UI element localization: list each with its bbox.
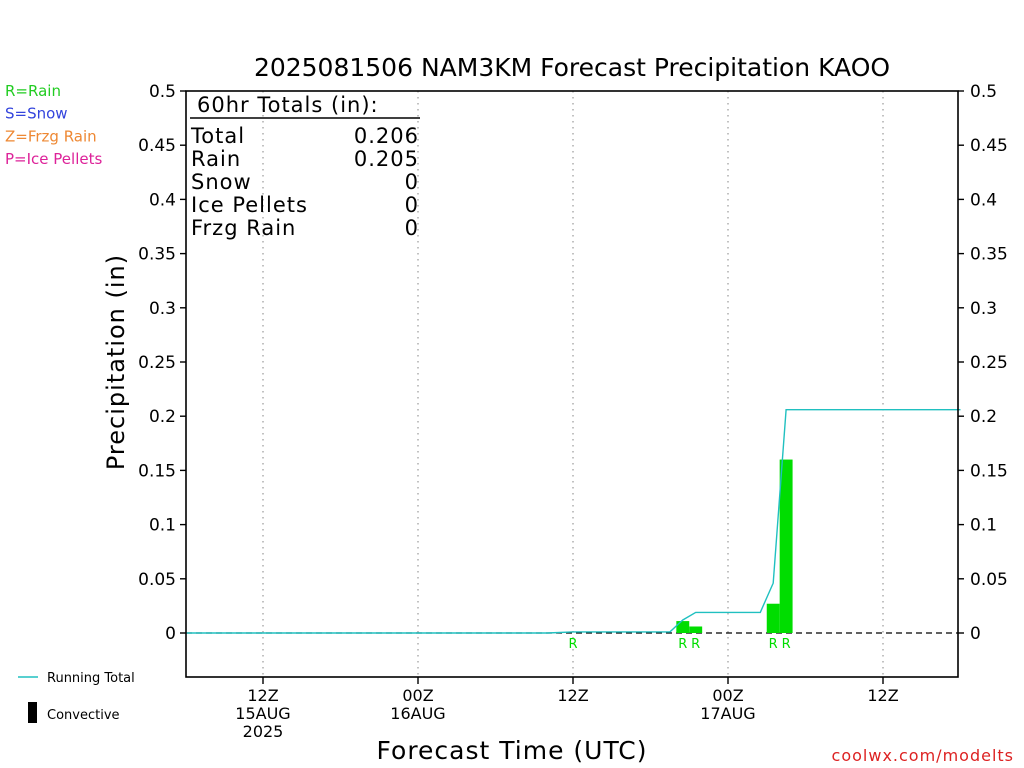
y-tick-label-right: 0.35 — [970, 245, 1008, 265]
y-tick-label-right: 0.5 — [970, 82, 997, 102]
totals-row-value: 0.206 — [354, 124, 419, 148]
y-axis-label: Precipitation (in) — [102, 254, 130, 470]
totals-box: 60hr Totals (in): Total 0.206 Rain 0.205 Snow… — [190, 93, 420, 240]
rain-bars — [676, 459, 793, 633]
precip-type-label: R — [568, 637, 577, 652]
totals-row-label: Total — [190, 124, 245, 148]
y-tick-label-right: 0.45 — [970, 136, 1008, 156]
y-tick-label-left: 0.4 — [149, 190, 176, 210]
x-tick-label: 16AUG — [390, 704, 445, 723]
rain-bar — [779, 459, 793, 633]
totals-row-value: 0 — [405, 193, 419, 217]
x-axis-label: Forecast Time (UTC) — [377, 736, 648, 765]
y-tick-label-left: 0.2 — [149, 407, 176, 427]
y-tick-label-left: 0.5 — [149, 82, 176, 102]
rain-bar — [766, 603, 780, 633]
y-tick-label-left: 0.45 — [138, 136, 176, 156]
totals-row-label: Snow — [191, 170, 252, 194]
x-tick-label: 00Z — [402, 686, 433, 705]
y-tick-label-left: 0.3 — [149, 299, 176, 319]
x-tick-label: 12Z — [557, 686, 588, 705]
precip-type-legend: R=Rain S=Snow Z=Frzg Rain P=Ice Pellets — [5, 82, 102, 168]
y-tick-label-right: 0.3 — [970, 299, 997, 319]
totals-row-label: Rain — [191, 147, 241, 171]
y-tick-label-right: 0 — [970, 624, 981, 644]
type-legend-entry: R=Rain — [5, 82, 61, 100]
running-total-line — [185, 409, 961, 634]
plot-frame — [185, 90, 959, 678]
totals-row-value: 0 — [405, 216, 419, 240]
bottom-legend: Running Total Convective — [18, 671, 135, 723]
running-total-series — [185, 409, 961, 634]
type-legend-entry: S=Snow — [5, 105, 68, 123]
y-tick-label-right: 0.25 — [970, 353, 1008, 373]
y-tick-label-right: 0.1 — [970, 516, 997, 536]
x-tick-label: 12Z — [247, 686, 278, 705]
y-tick-label-left: 0.05 — [138, 570, 176, 590]
y-tick-label-right: 0.05 — [970, 570, 1008, 590]
x-tick-label: 17AUG — [700, 704, 755, 723]
totals-row-label: Frzg Rain — [191, 216, 296, 240]
y-tick-label-left: 0 — [165, 624, 176, 644]
x-tick-label: 15AUG — [235, 704, 290, 723]
precip-type-label: R — [691, 637, 700, 652]
y-tick-label-left: 0.25 — [138, 353, 176, 373]
precip-type-label: R — [678, 637, 687, 652]
totals-row-value: 0 — [405, 170, 419, 194]
legend-bar-swatch — [28, 702, 37, 723]
grid-lines — [186, 91, 958, 677]
y-tick-label-right: 0.2 — [970, 407, 997, 427]
y-tick-label-left: 0.35 — [138, 245, 176, 265]
y-axis-ticks: 0 00.05 0.050.1 0.10.15 0.150.2 0.20.25 0.250.… — [138, 82, 1008, 644]
precip-type-label: R — [769, 637, 778, 652]
totals-row-label: Ice Pellets — [191, 193, 308, 217]
x-tick-label: 2025 — [243, 722, 284, 741]
y-tick-label-left: 0.1 — [149, 516, 176, 536]
credit-text[interactable]: coolwx.com/modelts — [832, 746, 1014, 765]
type-legend-entry: P=Ice Pellets — [5, 150, 102, 168]
y-tick-label-right: 0.4 — [970, 190, 997, 210]
totals-row-value: 0.205 — [354, 147, 419, 171]
precip-type-label: R — [782, 637, 791, 652]
legend-convective: Convective — [47, 708, 120, 723]
chart-title: 2025081506 NAM3KM Forecast Precipitation… — [254, 53, 890, 82]
totals-header: 60hr Totals (in): — [197, 93, 379, 117]
rain-bar — [689, 626, 703, 633]
plot-axes — [185, 90, 959, 678]
rain-bar — [676, 621, 690, 633]
x-tick-label: 00Z — [712, 686, 743, 705]
legend-running-total: Running Total — [47, 671, 135, 686]
type-legend-entry: Z=Frzg Rain — [5, 127, 97, 145]
x-tick-label: 12Z — [867, 686, 898, 705]
y-tick-label-left: 0.15 — [138, 461, 176, 481]
y-tick-label-right: 0.15 — [970, 461, 1008, 481]
